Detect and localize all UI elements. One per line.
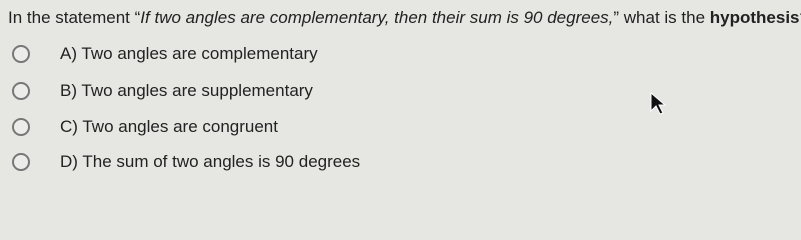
option[interactable]: A) Two angles are complementary bbox=[12, 42, 318, 66]
option-label[interactable]: A) Two angles are complementary bbox=[60, 44, 318, 63]
question: In the statement “If two angles are comp… bbox=[8, 8, 801, 28]
page: {"question": {"before": "In the statemen… bbox=[8, 8, 801, 174]
option-label[interactable]: B) Two angles are supplementary bbox=[60, 81, 313, 100]
option-label[interactable]: D) The sum of two angles is 90 degrees bbox=[60, 152, 361, 171]
radio-button[interactable] bbox=[12, 118, 30, 136]
radio-button[interactable] bbox=[12, 82, 30, 100]
option[interactable]: D) The sum of two angles is 90 degrees bbox=[12, 150, 360, 174]
option[interactable]: C) Two angles are congruent bbox=[12, 115, 278, 139]
radio-button[interactable] bbox=[12, 153, 30, 171]
radio-button[interactable] bbox=[12, 45, 30, 63]
mouse-cursor bbox=[650, 92, 666, 115]
question-text: In the statement “ bbox=[8, 8, 141, 27]
question-keyword: hypothesis bbox=[709, 8, 800, 27]
option-label[interactable]: C) Two angles are congruent bbox=[60, 117, 278, 136]
question-statement: If two angles are complementary, then th… bbox=[140, 8, 614, 27]
question-text: ” what is the bbox=[613, 8, 710, 27]
question-text: ? bbox=[800, 8, 801, 27]
option[interactable]: B) Two angles are supplementary bbox=[12, 79, 313, 103]
